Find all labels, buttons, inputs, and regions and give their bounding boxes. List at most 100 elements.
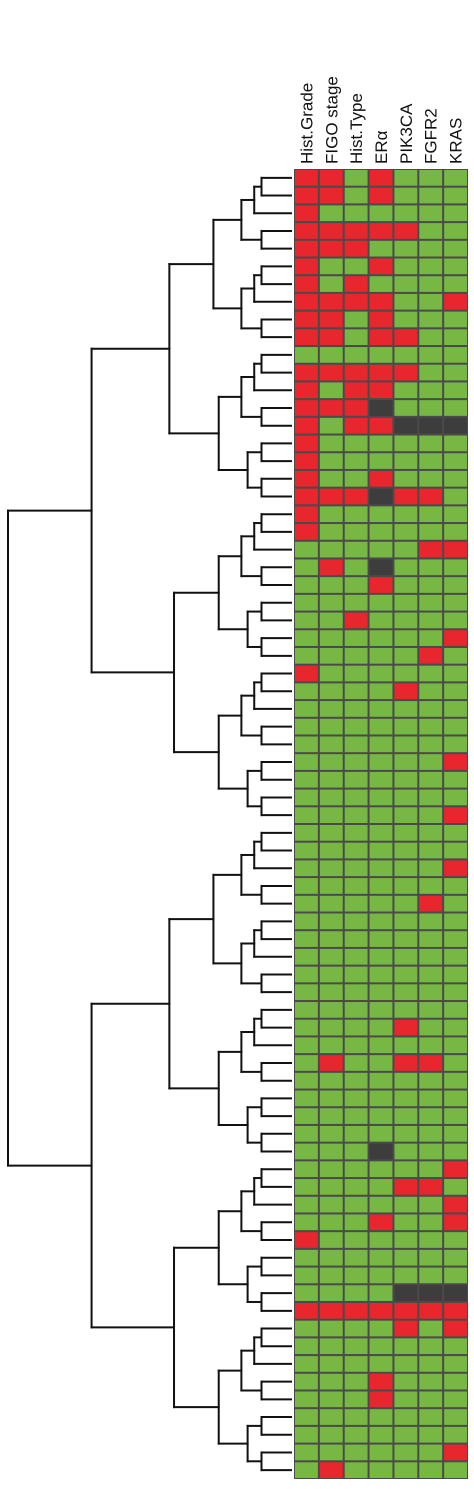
- heatmap-cell: [319, 860, 343, 877]
- heatmap-cell: [295, 948, 318, 965]
- heatmap-cell: [344, 541, 368, 558]
- heatmap-cell: [295, 1108, 318, 1124]
- heatmap-cell: [394, 665, 418, 682]
- heatmap-cell: [369, 842, 393, 859]
- heatmap-cell: [394, 559, 418, 576]
- heatmap-cell: [444, 736, 467, 753]
- heatmap-cell: [344, 1019, 368, 1036]
- heatmap-cell: [295, 1161, 318, 1178]
- heatmap-cell: [344, 1462, 368, 1478]
- heatmap-cell: [394, 1391, 418, 1408]
- heatmap-cell: [295, 453, 318, 469]
- heatmap-cell: [444, 1125, 467, 1142]
- heatmap-cell: [394, 1320, 418, 1337]
- heatmap-cell: [394, 966, 418, 983]
- heatmap-cell: [444, 276, 467, 292]
- header-figo-stage: FIGO stage: [322, 76, 341, 164]
- heatmap-cell: [295, 789, 318, 806]
- heatmap-cell: [394, 825, 418, 841]
- heatmap-cell: [295, 1267, 318, 1284]
- heatmap-cell: [394, 1125, 418, 1142]
- heatmap-cell: [369, 771, 393, 788]
- heatmap-cell: [444, 630, 467, 646]
- heatmap-cell: [394, 984, 418, 1001]
- heatmap-cell: [295, 311, 318, 328]
- heatmap-cell: [444, 594, 467, 611]
- heatmap-cell: [419, 470, 443, 487]
- heatmap-cell: [319, 311, 343, 328]
- heatmap-cell: [295, 665, 318, 682]
- heatmap-cell: [419, 205, 443, 222]
- heatmap-cell: [319, 1373, 343, 1390]
- heatmap-cell: [444, 931, 467, 947]
- heatmap-cell: [369, 1019, 393, 1036]
- heatmap-cell: [444, 948, 467, 965]
- heatmap-cell: [295, 240, 318, 257]
- heatmap-cell: [344, 771, 368, 788]
- heatmap-cell: [394, 842, 418, 859]
- heatmap-cell: [319, 665, 343, 682]
- heatmap-cell: [444, 1409, 467, 1425]
- heatmap-cell: [444, 1302, 467, 1319]
- header-pik3ca: PIK3CA: [397, 103, 416, 164]
- heatmap-cell: [444, 559, 467, 576]
- heatmap-cell: [319, 1285, 343, 1301]
- heatmap-cell: [295, 1090, 318, 1107]
- heatmap-cell: [394, 205, 418, 222]
- heatmap-cell: [419, 931, 443, 947]
- heatmap-cell: [394, 1055, 418, 1071]
- heatmap-cell: [319, 1232, 343, 1248]
- heatmap-cell: [419, 170, 443, 186]
- heatmap-cell: [319, 1037, 343, 1054]
- heatmap-cell: [295, 1037, 318, 1054]
- heatmap-cell: [295, 1373, 318, 1390]
- heatmap-cell: [369, 931, 393, 947]
- heatmap-cell: [419, 1391, 443, 1408]
- heatmap-cell: [444, 701, 467, 717]
- heatmap-cell: [295, 683, 318, 700]
- heatmap-cell: [419, 1409, 443, 1425]
- heatmap-cell: [369, 1072, 393, 1089]
- heatmap-cell: [419, 647, 443, 664]
- heatmap-cell: [319, 1214, 343, 1231]
- heatmap-cell: [319, 1444, 343, 1461]
- heatmap-cell: [369, 913, 393, 930]
- heatmap-cell: [394, 1462, 418, 1478]
- heatmap-cell: [295, 1125, 318, 1142]
- heatmap-cell: [319, 524, 343, 540]
- heatmap-cell: [444, 1055, 467, 1071]
- heatmap-cell: [295, 170, 318, 186]
- heatmap-cell: [295, 594, 318, 611]
- heatmap-cell: [295, 630, 318, 646]
- heatmap-cell: [319, 187, 343, 204]
- heatmap-cell: [319, 789, 343, 806]
- heatmap-cell: [394, 789, 418, 806]
- heatmap-cell: [444, 1356, 467, 1372]
- heatmap-cell: [319, 453, 343, 469]
- heatmap-cell: [344, 948, 368, 965]
- heatmap-cell: [369, 878, 393, 894]
- heatmap-cell: [419, 1037, 443, 1054]
- heatmap-cell: [419, 541, 443, 558]
- heatmap-cell: [319, 205, 343, 222]
- heatmap-cell: [295, 1249, 318, 1266]
- heatmap-cell: [295, 913, 318, 930]
- heatmap-cell: [344, 1037, 368, 1054]
- header-hist-grade: Hist.Grade: [297, 83, 316, 164]
- heatmap-cell: [344, 718, 368, 735]
- heatmap-cell: [394, 417, 418, 434]
- heatmap-cell: [444, 347, 467, 363]
- heatmap-cell: [369, 895, 393, 912]
- heatmap-cell: [319, 276, 343, 292]
- heatmap-cell: [319, 1072, 343, 1089]
- heatmap-cell: [319, 895, 343, 912]
- heatmap-cell: [344, 364, 368, 381]
- heatmap-cell: [394, 630, 418, 646]
- heatmap-cell: [369, 400, 393, 416]
- heatmap-cell: [319, 329, 343, 346]
- heatmap-cell: [369, 1356, 393, 1372]
- heatmap-cell: [444, 435, 467, 452]
- heatmap-cell: [444, 417, 467, 434]
- heatmap-cell: [369, 754, 393, 770]
- heatmap-cell: [419, 1002, 443, 1018]
